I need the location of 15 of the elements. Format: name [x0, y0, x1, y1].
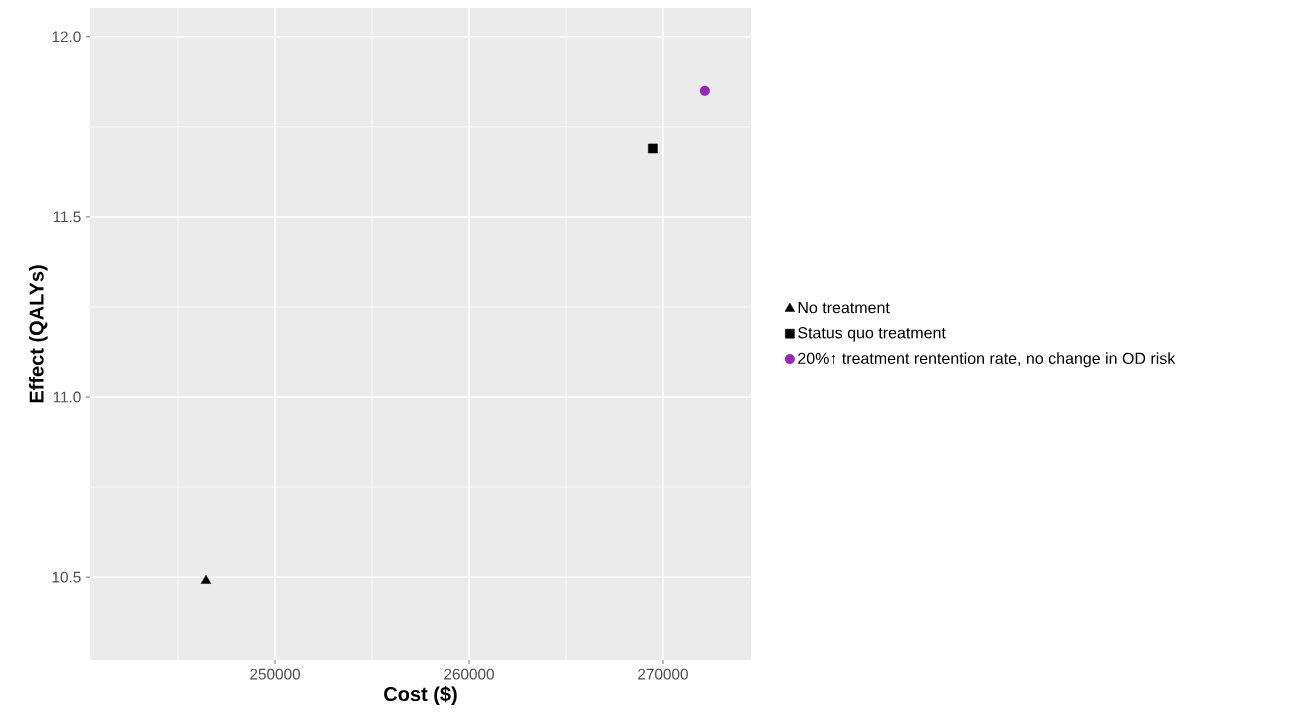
x-tick-label: 270000	[638, 668, 688, 680]
point	[200, 574, 212, 584]
y-axis-title: Effect (QALYs)	[28, 265, 48, 403]
x-tick-label: 260000	[444, 668, 494, 680]
y-tick-label: 10.5	[52, 571, 81, 583]
y-tick-label: 12.0	[52, 31, 81, 43]
legend-label: 20%↑ treatment rentention rate, no change in OD risk	[798, 352, 1176, 368]
point	[699, 85, 710, 96]
y-tick-label: 11.0	[53, 391, 81, 403]
point	[648, 143, 658, 154]
legend-label: Status quo treatment	[798, 327, 946, 342]
x-tick-label: 250000	[250, 668, 301, 680]
legend-label: No treatment	[798, 302, 890, 314]
x-axis-title: Cost ($)	[384, 686, 457, 706]
y-tick-label: 11.5	[53, 211, 81, 223]
